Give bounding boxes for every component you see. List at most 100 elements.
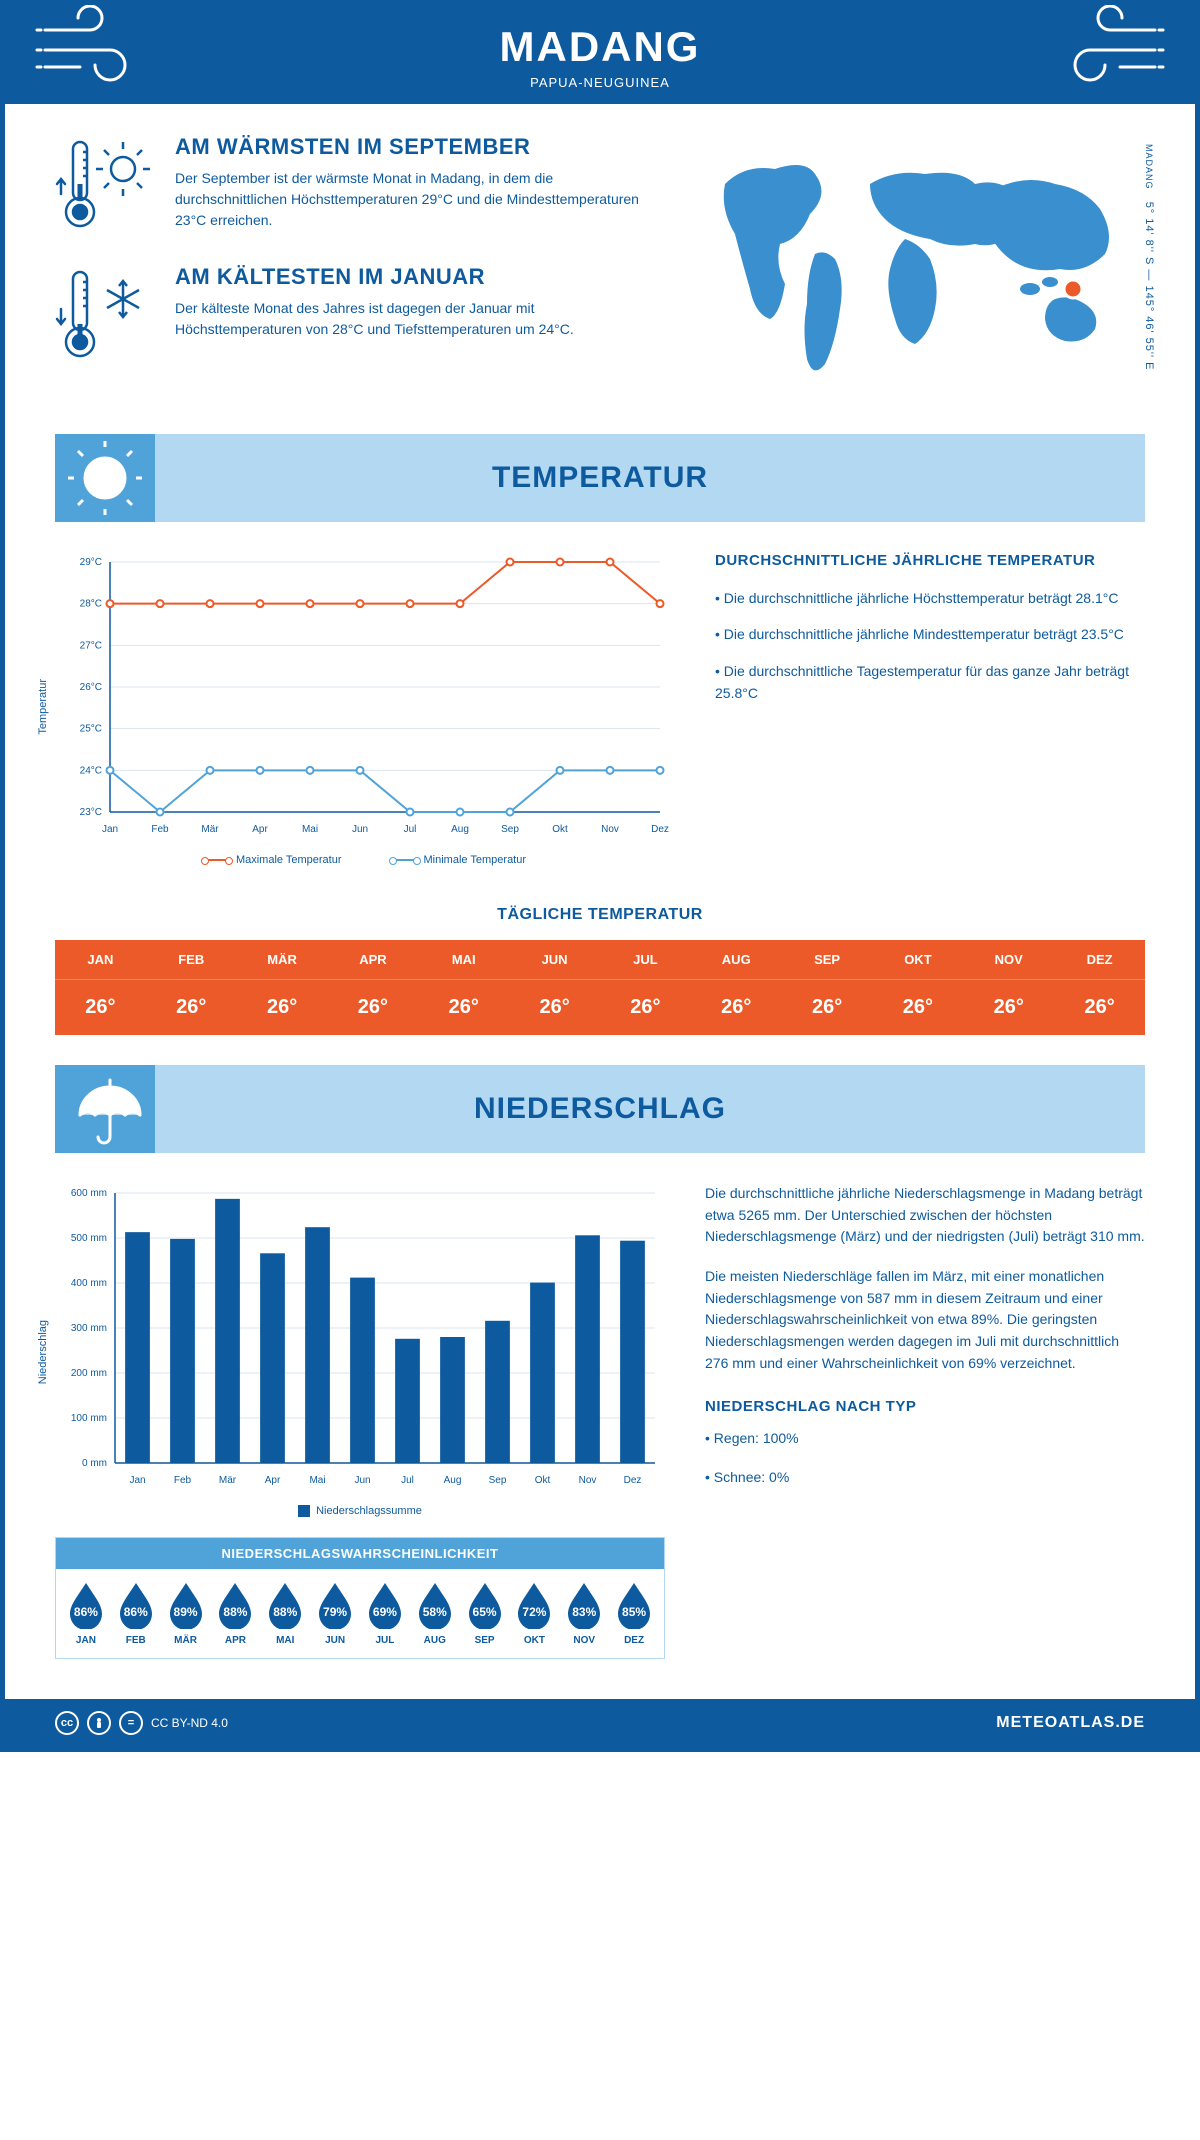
- daily-month-cell: DEZ: [1054, 940, 1145, 980]
- svg-text:Mär: Mär: [201, 824, 219, 835]
- svg-text:25°C: 25°C: [80, 724, 102, 735]
- probability-cell: 83% NOV: [560, 1581, 608, 1646]
- daily-month-cell: JUN: [509, 940, 600, 980]
- svg-text:26°C: 26°C: [80, 682, 102, 693]
- svg-text:Jan: Jan: [129, 1475, 145, 1486]
- daily-value-cell: 26°: [328, 980, 419, 1035]
- svg-text:Dez: Dez: [624, 1475, 642, 1486]
- svg-text:400 mm: 400 mm: [71, 1278, 107, 1289]
- daily-value-cell: 26°: [418, 980, 509, 1035]
- precip-heading: NIEDERSCHLAG: [474, 1092, 726, 1126]
- svg-text:24°C: 24°C: [80, 765, 102, 776]
- coldest-text: Der kälteste Monat des Jahres ist dagege…: [175, 298, 655, 340]
- probability-value: 58%: [416, 1605, 454, 1619]
- svg-text:Jul: Jul: [401, 1475, 414, 1486]
- daily-month-cell: APR: [328, 940, 419, 980]
- svg-text:0 mm: 0 mm: [82, 1458, 107, 1469]
- temperature-section-header: TEMPERATUR: [55, 434, 1145, 522]
- daily-value-cell: 26°: [237, 980, 328, 1035]
- svg-text:Apr: Apr: [252, 824, 268, 835]
- nd-icon: =: [119, 1711, 143, 1735]
- probability-value: 85%: [615, 1605, 653, 1619]
- precip-type-title: NIEDERSCHLAG NACH TYP: [705, 1395, 1145, 1418]
- coldest-title: AM KÄLTESTEN IM JANUAR: [175, 264, 655, 290]
- svg-text:500 mm: 500 mm: [71, 1233, 107, 1244]
- svg-text:Mai: Mai: [302, 824, 318, 835]
- probability-month: JUL: [361, 1635, 409, 1646]
- info-column: AM WÄRMSTEN IM SEPTEMBER Der September i…: [55, 134, 655, 394]
- svg-text:200 mm: 200 mm: [71, 1368, 107, 1379]
- probability-cell: 85% DEZ: [610, 1581, 658, 1646]
- svg-text:Okt: Okt: [535, 1475, 551, 1486]
- svg-text:Jun: Jun: [354, 1475, 370, 1486]
- probability-value: 65%: [466, 1605, 504, 1619]
- svg-text:Feb: Feb: [174, 1475, 192, 1486]
- temperature-info: DURCHSCHNITTLICHE JÄHRLICHE TEMPERATUR •…: [715, 552, 1145, 866]
- daily-temp-title: TÄGLICHE TEMPERATUR: [5, 906, 1195, 924]
- thermometer-snow-icon: [55, 264, 155, 364]
- probability-month: OKT: [510, 1635, 558, 1646]
- daily-value-cell: 26°: [873, 980, 964, 1035]
- daily-value-cell: 26°: [600, 980, 691, 1035]
- svg-text:28°C: 28°C: [80, 599, 102, 610]
- svg-text:600 mm: 600 mm: [71, 1188, 107, 1199]
- daily-value-cell: 26°: [55, 980, 146, 1035]
- svg-text:Aug: Aug: [444, 1475, 462, 1486]
- probability-month: AUG: [411, 1635, 459, 1646]
- daily-value-cell: 26°: [691, 980, 782, 1035]
- precip-type-1: • Regen: 100%: [705, 1428, 1145, 1450]
- probability-cell: 88% APR: [211, 1581, 259, 1646]
- svg-text:300 mm: 300 mm: [71, 1323, 107, 1334]
- probability-value: 86%: [67, 1605, 105, 1619]
- daily-value-cell: 26°: [782, 980, 873, 1035]
- probability-cell: 88% MAI: [261, 1581, 309, 1646]
- warmest-block: AM WÄRMSTEN IM SEPTEMBER Der September i…: [55, 134, 655, 234]
- cc-icon: cc: [55, 1711, 79, 1735]
- daily-month-cell: JUL: [600, 940, 691, 980]
- temperature-row: Temperatur 23°C24°C25°C26°C27°C28°C29°CJ…: [5, 522, 1195, 886]
- probability-month: MÄR: [162, 1635, 210, 1646]
- temp-legend: Maximale Temperatur Minimale Temperatur: [55, 854, 675, 866]
- page-subtitle: PAPUA-NEUGUINEA: [5, 75, 1195, 90]
- probability-month: DEZ: [610, 1635, 658, 1646]
- top-row: AM WÄRMSTEN IM SEPTEMBER Der September i…: [5, 104, 1195, 414]
- svg-text:27°C: 27°C: [80, 640, 102, 651]
- daily-value-cell: 26°: [1054, 980, 1145, 1035]
- probability-box: NIEDERSCHLAGSWAHRSCHEINLICHKEIT 86% JAN …: [55, 1537, 665, 1659]
- svg-text:Aug: Aug: [451, 824, 469, 835]
- probability-value: 89%: [167, 1605, 205, 1619]
- daily-month-cell: MAI: [418, 940, 509, 980]
- probability-value: 88%: [266, 1605, 304, 1619]
- svg-text:Okt: Okt: [552, 824, 568, 835]
- probability-value: 88%: [216, 1605, 254, 1619]
- svg-text:Apr: Apr: [265, 1475, 281, 1486]
- svg-text:Sep: Sep: [489, 1475, 507, 1486]
- probability-cell: 86% JAN: [62, 1581, 110, 1646]
- temp-info-b2: • Die durchschnittliche jährliche Mindes…: [715, 623, 1145, 645]
- precip-legend-label: Niederschlagssumme: [316, 1505, 422, 1517]
- by-icon: [87, 1711, 111, 1735]
- page-footer: cc = CC BY-ND 4.0 METEOATLAS.DE: [5, 1699, 1195, 1747]
- probability-cell: 89% MÄR: [162, 1581, 210, 1646]
- temp-info-title: DURCHSCHNITTLICHE JÄHRLICHE TEMPERATUR: [715, 552, 1145, 569]
- coordinates: MADANG 5° 14' 8'' S — 145° 46' 55'' E: [1143, 144, 1155, 371]
- probability-month: FEB: [112, 1635, 160, 1646]
- precip-info: Die durchschnittliche jährliche Niedersc…: [705, 1183, 1145, 1659]
- probability-cell: 79% JUN: [311, 1581, 359, 1646]
- probability-value: 83%: [565, 1605, 603, 1619]
- precipitation-chart: 0 mm100 mm200 mm300 mm400 mm500 mm600 mm…: [55, 1183, 665, 1493]
- probability-month: SEP: [461, 1635, 509, 1646]
- precip-p2: Die meisten Niederschläge fallen im März…: [705, 1266, 1145, 1374]
- brand-text: METEOATLAS.DE: [996, 1714, 1145, 1732]
- daily-month-cell: SEP: [782, 940, 873, 980]
- sun-icon: [65, 439, 145, 517]
- probability-value: 86%: [117, 1605, 155, 1619]
- svg-text:Sep: Sep: [501, 824, 519, 835]
- probability-cell: 58% AUG: [411, 1581, 459, 1646]
- daily-temp-table: JANFEBMÄRAPRMAIJUNJULAUGSEPOKTNOVDEZ26°2…: [55, 940, 1145, 1035]
- probability-month: NOV: [560, 1635, 608, 1646]
- wind-icon-left: [35, 5, 145, 95]
- probability-value: 72%: [515, 1605, 553, 1619]
- daily-value-cell: 26°: [509, 980, 600, 1035]
- probability-cell: 72% OKT: [510, 1581, 558, 1646]
